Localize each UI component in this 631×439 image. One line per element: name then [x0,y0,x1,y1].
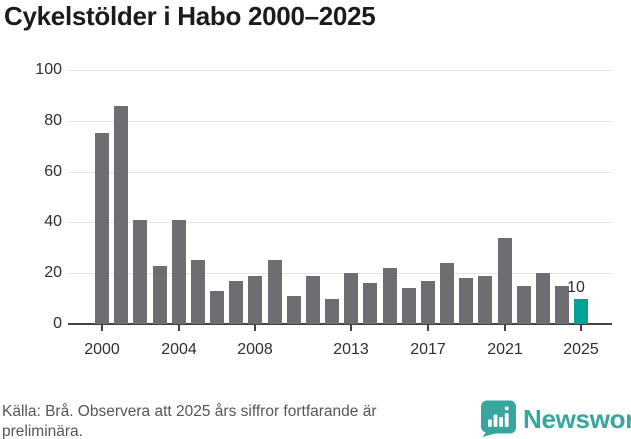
data-label-2025: 10 [567,279,585,296]
y-tick-label-60: 60 [44,163,62,180]
bar-2011 [306,276,320,324]
x-tick-label-2008: 2008 [237,341,273,358]
x-tick-label-2000: 2000 [84,341,120,358]
y-tick-label-80: 80 [44,112,62,129]
y-tick-label-40: 40 [44,213,62,230]
x-tick-label-2025: 2025 [563,341,599,358]
bar-2023 [536,273,550,324]
gridline-100 [68,70,612,71]
gridline-60 [68,172,612,173]
bar-2018 [440,263,454,324]
bar-2024 [555,286,569,324]
x-tick-mark-2017 [427,324,429,331]
newsworthy-brand-name: Newsworthy [523,404,631,434]
bar-2010 [287,296,301,324]
x-tick-label-2017: 2017 [410,341,446,358]
bar-2022 [517,286,531,324]
bar-2003 [153,266,167,324]
gridline-80 [68,121,612,122]
y-tick-label-20: 20 [44,264,62,281]
x-tick-mark-2025 [580,324,582,331]
bar-2006 [210,291,224,324]
x-tick-mark-2013 [350,324,352,331]
x-tick-label-2004: 2004 [161,341,197,358]
y-tick-label-100: 100 [35,61,62,78]
x-tick-mark-2004 [178,324,180,331]
x-tick-label-2013: 2013 [333,341,369,358]
newsworthy-speech-bubble-barchart-icon [480,400,517,437]
bar-2021 [498,238,512,324]
x-tick-label-2021: 2021 [487,341,523,358]
bar-2014 [363,283,377,324]
bar-2005 [191,260,205,324]
bar-2004 [172,220,186,324]
bar-2000 [95,133,109,324]
x-tick-mark-2000 [101,324,103,331]
bar-2008 [248,276,262,324]
bar-2015 [383,268,397,324]
y-tick-label-0: 0 [53,315,62,332]
bar-2012 [325,299,339,324]
x-tick-mark-2008 [254,324,256,331]
source-note: Källa: Brå. Observera att 2025 års siffr… [2,403,377,439]
newsworthy-logo[interactable]: Newsworthy [480,399,631,439]
bar-2013 [344,273,358,324]
bar-2017 [421,281,435,324]
bar-2009 [268,260,282,324]
bar-chart: 0 20 40 60 80 100 2000 2004 2008 2013 2017 2021 2025… [35,61,612,358]
bar-2016 [402,288,416,324]
gridline-20 [68,273,612,274]
bar-2002 [133,220,147,324]
x-tick-mark-2021 [504,324,506,331]
x-axis-line [68,323,612,325]
gridline-40 [68,222,612,223]
bar-2001 [114,106,128,324]
bar-2019 [459,278,473,324]
chart-title: Cykelstölder i Habo 2000–2025 [4,1,376,31]
bar-2025 [574,299,588,324]
bar-2020 [478,276,492,324]
bar-2007 [229,281,243,324]
